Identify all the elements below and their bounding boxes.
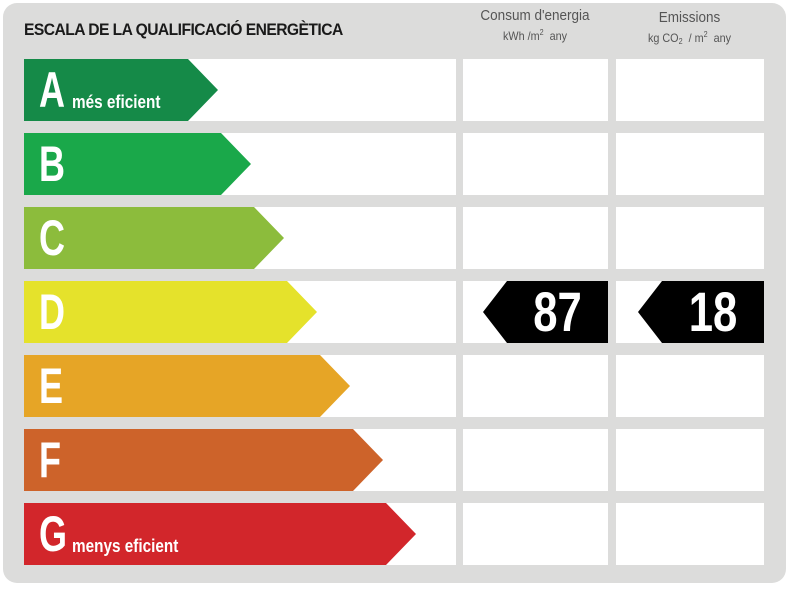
rating-arrow-f: F: [24, 429, 383, 491]
emissions-label: Emissions: [658, 9, 721, 26]
rating-row-c: C: [0, 207, 794, 269]
rating-row-e: E: [0, 355, 794, 417]
consum-label: Consum d'energia: [480, 7, 590, 24]
rating-arrow-e: E: [24, 355, 350, 417]
emissions-cell: [616, 133, 764, 195]
consum-cell: [463, 355, 608, 417]
rating-arrow-d: D: [24, 281, 317, 343]
consum-cell: [463, 133, 608, 195]
rating-letter: F: [39, 432, 61, 488]
rating-row-b: B: [0, 133, 794, 195]
rating-letter: A: [39, 62, 65, 118]
consum-unit: kWh /m2 any: [502, 28, 568, 43]
consum-value-badge: 87: [483, 281, 608, 343]
rating-arrow-c: C: [24, 207, 284, 269]
consum-cell: [463, 503, 608, 565]
emissions-value-badge: 18: [638, 281, 764, 343]
emissions-column-header: Emissions kg CO2 / m2 any: [615, 9, 764, 50]
rating-caption: més eficient: [72, 92, 161, 112]
rating-letter: C: [39, 210, 65, 266]
rating-letter: G: [39, 506, 68, 562]
consum-cell: [463, 207, 608, 269]
rating-caption: menys eficient: [72, 536, 179, 556]
page-title: ESCALA DE LA QUALIFICACIÓ ENERGÈTICA: [24, 20, 343, 39]
emissions-cell: [616, 207, 764, 269]
emissions-unit: kg CO2 / m2 any: [647, 30, 732, 46]
rating-arrow-b: B: [24, 133, 251, 195]
consum-column-header: Consum d'energia kWh /m2 any: [462, 7, 608, 44]
rating-letter: E: [39, 358, 64, 414]
rating-letter: D: [39, 284, 65, 340]
consum-cell: [463, 59, 608, 121]
rating-row-f: F: [0, 429, 794, 491]
emissions-cell: [616, 355, 764, 417]
rating-letter: B: [39, 136, 65, 192]
consum-cell: [463, 429, 608, 491]
emissions-cell: [616, 503, 764, 565]
rating-row-d: D 87 18: [0, 281, 794, 343]
emissions-cell: [616, 429, 764, 491]
emissions-cell: [616, 59, 764, 121]
